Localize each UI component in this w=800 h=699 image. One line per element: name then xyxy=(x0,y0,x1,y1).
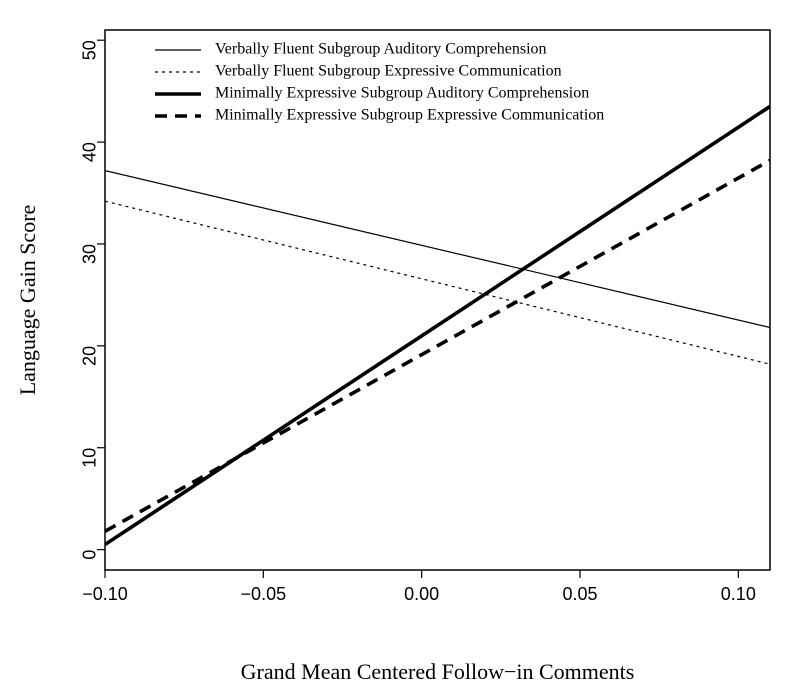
y-tick-label: 20 xyxy=(80,346,100,366)
chart-container: −0.10 −0.05 0.00 0.05 0.10 0 10 20 30 40 50 Grand M… xyxy=(0,0,800,699)
x-tick-label: −0.05 xyxy=(241,584,287,604)
x-tick-label: 0.10 xyxy=(721,584,756,604)
y-tick-label: 10 xyxy=(80,448,100,468)
legend-label: Verbally Fluent Subgroup Expressive Comm… xyxy=(215,63,562,80)
legend-label: Minimally Expressive Subgroup Expressive… xyxy=(215,107,604,124)
y-tick-label: 40 xyxy=(80,142,100,162)
legend-label: Verbally Fluent Subgroup Auditory Compre… xyxy=(215,41,547,58)
y-tick-label: 0 xyxy=(80,550,100,560)
x-tick-label: 0.00 xyxy=(404,584,439,604)
x-tick-label: −0.10 xyxy=(82,584,128,604)
y-tick-label: 30 xyxy=(80,244,100,264)
x-axis-label: Grand Mean Centered Follow−in Comments xyxy=(241,659,635,684)
x-tick-label: 0.05 xyxy=(562,584,597,604)
legend-label: Minimally Expressive Subgroup Auditory C… xyxy=(215,85,589,102)
line-chart: −0.10 −0.05 0.00 0.05 0.10 0 10 20 30 40 50 Grand M… xyxy=(0,0,800,699)
y-axis-label: Language Gain Score xyxy=(15,205,40,396)
y-tick-label: 50 xyxy=(80,40,100,60)
